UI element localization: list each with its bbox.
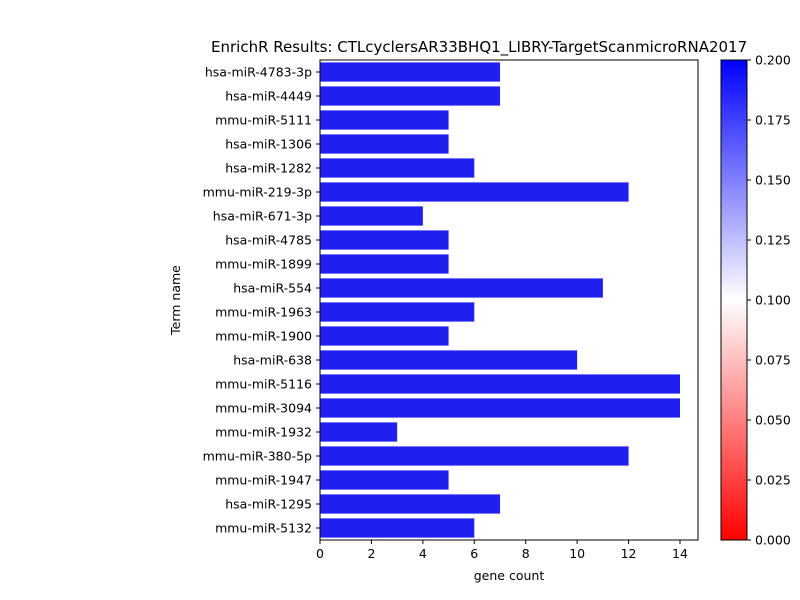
x-tick-label: 4 bbox=[419, 546, 427, 561]
x-tick-label: 12 bbox=[621, 546, 637, 561]
bar-mmu-miR-1947 bbox=[320, 470, 449, 490]
x-tick-label: 0 bbox=[316, 546, 324, 561]
bar-hsa-miR-638 bbox=[320, 350, 578, 370]
bar-mmu-miR-3094 bbox=[320, 398, 680, 418]
bar-mmu-miR-5116 bbox=[320, 374, 680, 394]
y-tick-label: hsa-miR-671-3p bbox=[213, 209, 312, 224]
colorbar-tick-label: 0.075 bbox=[755, 353, 791, 368]
x-tick-label: 8 bbox=[522, 546, 530, 561]
y-tick-label: mmu-miR-1947 bbox=[215, 473, 312, 488]
y-tick-label: hsa-miR-638 bbox=[233, 353, 312, 368]
y-tick-label: mmu-miR-380-5p bbox=[203, 449, 312, 464]
bar-hsa-miR-554 bbox=[320, 278, 603, 298]
bar-hsa-miR-1306 bbox=[320, 134, 449, 154]
bar-hsa-miR-1282 bbox=[320, 158, 475, 178]
x-tick-label: 2 bbox=[367, 546, 375, 561]
colorbar-tick-label: 0.025 bbox=[755, 473, 791, 488]
colorbar-tick-label: 0.125 bbox=[755, 233, 791, 248]
bar-mmu-miR-5132 bbox=[320, 518, 475, 538]
bar-hsa-miR-1295 bbox=[320, 494, 500, 514]
bar-hsa-miR-4783-3p bbox=[320, 62, 500, 82]
y-tick-label: hsa-miR-1282 bbox=[225, 161, 312, 176]
colorbar-tick-label: 0.100 bbox=[755, 293, 791, 308]
bar-mmu-miR-1963 bbox=[320, 302, 475, 322]
y-tick-label: mmu-miR-1899 bbox=[215, 257, 312, 272]
y-tick-label: mmu-miR-5132 bbox=[215, 521, 312, 536]
x-tick-layer: 0 2 4 6 8 10 12 14 bbox=[316, 540, 688, 561]
colorbar-tick-label: 0.175 bbox=[755, 113, 791, 128]
y-tick-label: mmu-miR-1932 bbox=[215, 425, 312, 440]
plot-frame bbox=[319, 59, 699, 541]
bars-layer bbox=[320, 62, 680, 538]
bar-mmu-miR-1932 bbox=[320, 422, 398, 442]
y-tick-label: hsa-miR-1306 bbox=[225, 137, 312, 152]
x-tick-label: 10 bbox=[569, 546, 585, 561]
y-tick-label: hsa-miR-4785 bbox=[225, 233, 312, 248]
y-tick-label: hsa-miR-554 bbox=[233, 281, 312, 296]
y-tick-label: hsa-miR-4449 bbox=[225, 89, 312, 104]
x-axis-label: gene count bbox=[474, 568, 545, 583]
colorbar-gradient bbox=[720, 59, 748, 541]
colorbar-tick-label: 0.150 bbox=[755, 173, 791, 188]
y-tick-label: mmu-miR-219-3p bbox=[203, 185, 312, 200]
x-tick-label: 6 bbox=[470, 546, 478, 561]
y-tick-label: hsa-miR-1295 bbox=[225, 497, 312, 512]
y-tick-label: mmu-miR-5111 bbox=[215, 113, 312, 128]
colorbar-tick-label: 0.200 bbox=[755, 53, 791, 68]
y-axis-label: Term name bbox=[168, 265, 183, 336]
y-tick-label: mmu-miR-1900 bbox=[215, 329, 312, 344]
bar-mmu-miR-380-5p bbox=[320, 446, 629, 466]
bar-mmu-miR-1899 bbox=[320, 254, 449, 274]
colorbar-tick-label: 0.050 bbox=[755, 413, 791, 428]
y-tick-label: mmu-miR-5116 bbox=[215, 377, 312, 392]
bar-mmu-miR-219-3p bbox=[320, 182, 629, 202]
y-tick-layer: hsa-miR-4783-3p hsa-miR-4449 mmu-miR-5111 h… bbox=[203, 65, 320, 536]
bar-hsa-miR-4449 bbox=[320, 86, 500, 106]
bar-hsa-miR-671-3p bbox=[320, 206, 423, 226]
y-tick-label: mmu-miR-3094 bbox=[215, 401, 312, 416]
bar-hsa-miR-4785 bbox=[320, 230, 449, 250]
bar-mmu-miR-5111 bbox=[320, 110, 449, 130]
colorbar-tick-layer: 0.000 0.025 0.050 0.075 0.100 0.125 0.150 0.175… bbox=[747, 53, 791, 548]
bar-mmu-miR-1900 bbox=[320, 326, 449, 346]
x-tick-label: 14 bbox=[672, 546, 688, 561]
y-tick-label: mmu-miR-1963 bbox=[215, 305, 312, 320]
chart-title: EnrichR Results: CTLcyclersAR33BHQ1_LIBR… bbox=[211, 38, 747, 57]
colorbar-tick-label: 0.000 bbox=[755, 533, 791, 548]
y-tick-label: hsa-miR-4783-3p bbox=[205, 65, 312, 80]
